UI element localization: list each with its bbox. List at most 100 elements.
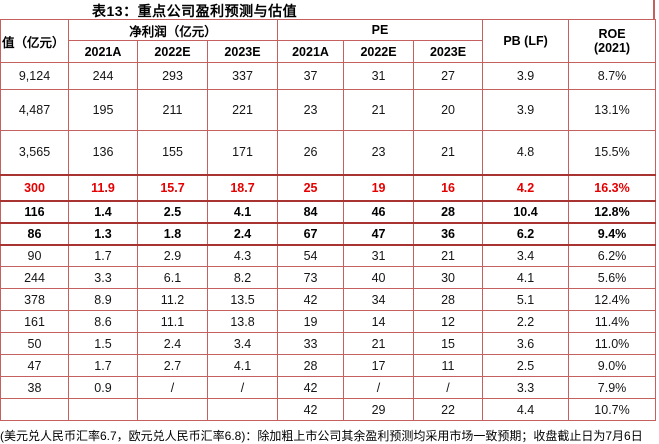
table-cell: 2.4	[206, 222, 279, 246]
table-cell: 3.4	[206, 332, 279, 355]
table-cell: 12.8%	[568, 200, 657, 224]
table-cell: 7.9%	[568, 376, 657, 399]
col-header-roe-line2: (2021)	[593, 41, 631, 55]
table-cell: 4.3	[206, 244, 279, 267]
title-row-right-border	[653, 0, 655, 20]
table-cell	[0, 398, 69, 421]
table-cell: 28	[413, 288, 484, 311]
table-cell: 23	[343, 130, 415, 175]
table-cell: 11	[413, 354, 484, 377]
table-cell: 6.1	[137, 266, 208, 289]
table-cell: 161	[0, 310, 69, 333]
table-cell: 21	[413, 244, 484, 267]
table-cell: 13.8	[206, 310, 279, 333]
table-cell: 10.7%	[568, 398, 657, 421]
table-body: 9,124 244 293 337 37 31 27 3.9 8.7% 4,487 195 211 22…	[0, 62, 657, 421]
table-cell: 4.2	[482, 173, 570, 202]
table-cell	[206, 398, 279, 421]
table-cell: 31	[343, 244, 415, 267]
table-cell: 8.9	[68, 288, 138, 311]
table-cell: 84	[277, 200, 345, 224]
table-cell: /	[206, 376, 279, 399]
table-cell: 16	[413, 173, 484, 202]
table-cell: 8.7%	[568, 62, 657, 90]
table-cell: 1.7	[68, 354, 138, 377]
table-cell: 13.5	[206, 288, 279, 311]
footnote: (美元兑人民币汇率6.7，欧元兑人民币汇率6.8)：除加粗上市公司其余盈利预测均…	[0, 429, 643, 443]
header-group-row: 值（亿元） 净利润（亿元） PE PB (LF) ROE (2021)	[0, 19, 657, 63]
table-cell: 23	[277, 89, 345, 131]
table-cell: 67	[277, 222, 345, 246]
table-cell: 21	[343, 89, 415, 131]
table-cell: 46	[343, 200, 415, 224]
table-row: 86 1.3 1.8 2.4 67 47 36 6.2 9.4%	[0, 222, 657, 246]
table-cell: 28	[277, 354, 345, 377]
table-cell: 22	[413, 398, 484, 421]
table-cell: 4,487	[0, 89, 69, 131]
table-cell: 19	[343, 173, 415, 202]
table-cell: 29	[343, 398, 415, 421]
table-cell: 1.3	[68, 222, 138, 246]
table-cell: 33	[277, 332, 345, 355]
table-cell: 42	[277, 288, 345, 311]
table-cell: 11.1	[137, 310, 208, 333]
table-cell: 300	[0, 173, 69, 202]
table-cell: 378	[0, 288, 69, 311]
table-row: 38 0.9//42//3.3 7.9%	[0, 376, 657, 399]
table-cell: 54	[277, 244, 345, 267]
valuation-table: 值（亿元） 净利润（亿元） PE PB (LF) ROE (2021) 2021…	[0, 19, 657, 421]
table-cell: 1.4	[68, 200, 138, 224]
table-cell: 8.2	[206, 266, 279, 289]
table-cell: 337	[206, 62, 279, 90]
table-cell: 42	[277, 398, 345, 421]
table-cell: 6.2	[482, 222, 570, 246]
table-cell: 15.7	[137, 173, 208, 202]
table-cell: 31	[343, 62, 415, 90]
table-cell: 34	[343, 288, 415, 311]
table-cell: 3.6	[482, 332, 570, 355]
table-cell: 18.7	[206, 173, 279, 202]
col-header-np-2022e: 2022E	[137, 40, 208, 63]
table-row: 90 1.7 2.9 4.3 54 31 21 3.4 6.2%	[0, 244, 657, 267]
table-cell: 11.0%	[568, 332, 657, 355]
table-cell: 47	[343, 222, 415, 246]
table-cell: 15.5%	[568, 130, 657, 175]
table-cell: 155	[137, 130, 208, 175]
col-header-net-profit-group: 净利润（亿元）	[67, 19, 279, 41]
table-cell: 9,124	[0, 62, 69, 90]
table-row: 42 29 22 4.4 10.7%	[0, 398, 657, 421]
col-header-market-cap: 值（亿元）	[0, 19, 69, 63]
table-row: 4,487 195 211 221 23 21 20 3.9 13.1%	[0, 89, 657, 131]
table-cell: 25	[277, 173, 345, 202]
table-cell: 37	[277, 62, 345, 90]
table-cell: 3,565	[0, 130, 69, 175]
table-cell: 1.5	[68, 332, 138, 355]
table-cell: 13.1%	[568, 89, 657, 131]
table-cell: 2.7	[137, 354, 208, 377]
table-cell: 244	[0, 266, 69, 289]
table-cell: 4.1	[206, 354, 279, 377]
table-cell: 0.9	[68, 376, 138, 399]
table-cell: 9.4%	[568, 222, 657, 246]
table-cell: 5.6%	[568, 266, 657, 289]
table-row: 47 1.7 2.7 4.1 28 17 11 2.5 9.0%	[0, 354, 657, 377]
table-cell: 14	[343, 310, 415, 333]
table-cell: 2.2	[482, 310, 570, 333]
table-cell: 38	[0, 376, 69, 399]
table-cell: 28	[413, 200, 484, 224]
table-cell: 1.7	[68, 244, 138, 267]
table-cell: 3.4	[482, 244, 570, 267]
table-cell	[68, 398, 138, 421]
table-row: 116 1.4 2.5 4.1 84 46 28 10.4 12.8%	[0, 200, 657, 224]
col-header-pe-2022e: 2022E	[343, 40, 415, 63]
table-cell: 11.2	[137, 288, 208, 311]
col-header-pe-group: PE	[277, 19, 484, 41]
table-cell: 86	[0, 222, 69, 246]
table-row: 161 8.6 11.1 13.8 19 14 12 2.2 11.4%	[0, 310, 657, 333]
table-cell: 3.3	[68, 266, 138, 289]
col-header-pb: PB (LF)	[482, 19, 570, 63]
table-cell: 3.9	[482, 62, 570, 90]
table-cell: 12	[413, 310, 484, 333]
table-cell: 1.8	[137, 222, 208, 246]
table-cell: 12.4%	[568, 288, 657, 311]
